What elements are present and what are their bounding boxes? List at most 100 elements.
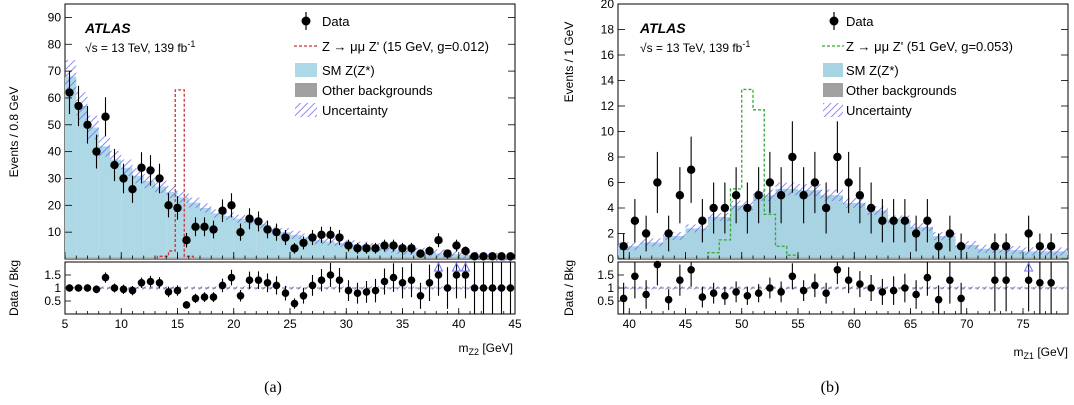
x-ticks-a: 5 10 15 20 25 30 35 40 45	[62, 252, 522, 331]
ratio-point-35	[380, 268, 389, 295]
data-point-44	[461, 246, 470, 256]
sm-bin-1	[76, 106, 88, 259]
ratio-point-23	[272, 276, 281, 295]
ratio-point-14	[777, 281, 785, 303]
ratio-point-34	[1036, 262, 1044, 314]
ratio-point-21	[856, 271, 864, 298]
y-tick-label-7: 14	[601, 74, 615, 88]
sm-bin-27	[368, 246, 380, 259]
data-point-4	[664, 215, 673, 252]
ratio-point-33	[1024, 262, 1033, 312]
ratio-point-31	[991, 262, 999, 312]
sm-bin-0	[65, 76, 77, 259]
ratio-point-14	[191, 293, 200, 304]
data-point-25	[900, 199, 910, 243]
sm-bin-10	[843, 202, 866, 259]
ratio-point-22	[263, 273, 272, 293]
sm-bin-28	[380, 248, 392, 259]
data-point-16	[209, 220, 218, 239]
ratio-point-40	[425, 264, 434, 301]
data-point-34	[371, 242, 380, 254]
data-point-43	[452, 239, 461, 252]
uncertainty-bin-3	[98, 136, 110, 157]
ratio-point-33	[362, 280, 371, 303]
uncertainty-bin-8	[155, 180, 167, 194]
uncertainty-bin-17	[256, 220, 268, 229]
sm-bin-8	[798, 190, 821, 259]
ratio-point-20	[844, 267, 853, 294]
data-point-38	[407, 242, 416, 254]
data-point-6	[119, 163, 128, 194]
data-point-9	[720, 182, 730, 234]
ratio-point-15	[200, 292, 209, 303]
sm-bin-16	[978, 248, 1001, 259]
x-tick-label-2: 50	[735, 317, 749, 331]
sm-bin-5	[121, 167, 133, 259]
uncertainty-bin-10	[843, 197, 866, 208]
ratio-point-3	[653, 260, 662, 286]
sm-bin-24	[335, 242, 347, 259]
y-tick-label-6: 12	[601, 99, 615, 113]
data-point-30	[335, 230, 344, 246]
uncertainty-bin-9	[166, 185, 178, 198]
sm-bin-2	[87, 127, 99, 259]
data-point-26	[911, 215, 921, 252]
ratio-point-28	[934, 285, 943, 314]
data-point-15	[788, 121, 797, 193]
ratio-point-7	[698, 286, 707, 308]
energy-label-a: √s = 13 TeV, 139 fb-1	[85, 39, 195, 55]
ratio-y-tick-label-0: 0.5	[597, 294, 614, 308]
ratio-point-4	[101, 272, 110, 283]
sm-bin-15	[233, 218, 245, 259]
sm-bin-30	[402, 250, 414, 259]
uncertainty-bin-15	[233, 214, 245, 223]
ratio-y-tick-label-1: 1	[607, 281, 614, 295]
uncertainty-bin-9	[820, 189, 843, 201]
y-axis-label-a: Events / 0.8 GeV	[7, 87, 21, 178]
data-point-23	[272, 223, 281, 241]
data-point-12	[754, 167, 763, 224]
ratio-point-6	[119, 284, 128, 294]
sm-bin-4	[110, 159, 122, 259]
uncertainty-bin-19	[1045, 247, 1068, 256]
ratio-point-6	[687, 262, 695, 287]
ratio-point-19	[833, 262, 842, 285]
ratio-points-a	[65, 262, 515, 314]
uncertainty-bin-1	[640, 238, 663, 247]
uncertainty-bin-0	[618, 242, 641, 251]
uncertainty-bin-6	[132, 168, 144, 184]
data-point-10	[731, 167, 741, 224]
x-tick-label-3: 20	[227, 317, 241, 331]
y-tick-label-5: 10	[601, 125, 615, 139]
data-point-32	[353, 242, 362, 254]
uncertainty-bin-5	[121, 159, 133, 176]
ratio-point-3	[92, 285, 101, 294]
uncertainty-bin-23	[323, 237, 335, 246]
sm-bin-22	[312, 240, 324, 259]
y-tick-label-0: 10	[48, 225, 62, 239]
svg-text:Data: Data	[846, 14, 874, 29]
legend-unc-a: Uncertainty	[295, 103, 388, 118]
offscale-marker-0	[433, 261, 444, 272]
ratio-point-26	[912, 280, 920, 309]
ratio-y-ticks-b: 0.511.5	[597, 268, 624, 308]
ratio-point-36	[389, 263, 398, 292]
data-point-45	[470, 252, 479, 261]
sm-bin-26	[357, 245, 369, 259]
svg-text:Data: Data	[322, 14, 350, 29]
data-point-37	[398, 242, 407, 254]
signal-histogram-b	[707, 88, 799, 259]
x-tick-label-2: 15	[171, 317, 185, 331]
data-point-7	[698, 199, 707, 243]
sm-bin-19	[278, 232, 290, 259]
offscale-marker-2	[460, 261, 471, 272]
data-point-46	[479, 252, 488, 261]
y-tick-label-3: 40	[48, 145, 62, 159]
data-point-21	[254, 211, 263, 232]
legend-signal-b: Z → μμ Z' (51 GeV, g=0.053)	[822, 39, 1013, 54]
ratio-point-35	[1047, 262, 1055, 314]
data-point-33	[1024, 215, 1033, 252]
ratio-point-23	[878, 278, 887, 305]
ratio-point-10	[732, 281, 740, 303]
